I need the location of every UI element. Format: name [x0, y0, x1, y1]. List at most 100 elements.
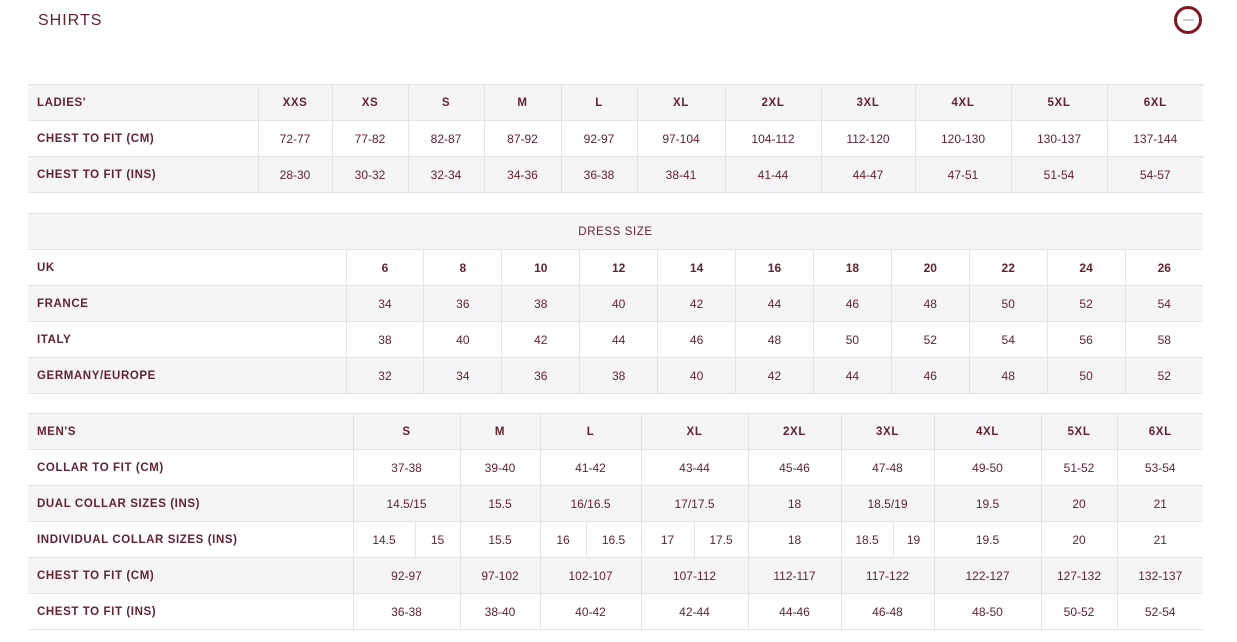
size-header-cell: 2XL: [747, 413, 842, 450]
size-value-cell: 42: [501, 321, 581, 358]
size-header-cell: M: [459, 413, 541, 450]
size-header-cell: XL: [636, 84, 726, 121]
table-row: GERMANY/EUROPE 32 34 36 38 40 42 44 46 4…: [28, 357, 1203, 394]
size-value-cell: 40: [423, 321, 503, 358]
size-value-cell: 112-117: [747, 557, 842, 594]
size-value-cell: 104-112: [724, 120, 822, 157]
table-row: FRANCE 34 36 38 40 42 44 46 48 50 52 54: [28, 285, 1203, 322]
size-value-cell: 6: [345, 249, 425, 286]
size-value-cell: 54: [1124, 285, 1203, 322]
size-value-cell: 34: [345, 285, 425, 322]
size-header-cell: M: [483, 84, 562, 121]
size-value-cell: 44: [812, 357, 892, 394]
table-row: CHEST TO FIT (INS) 36-38 38-40 40-42 42-…: [28, 593, 1203, 630]
size-value-cell: 107-112: [640, 557, 749, 594]
mens-size-table: MEN'S S M L XL 2XL 3XL 4XL 5XL 6XL COLLA…: [28, 413, 1203, 630]
size-value-cell: 15.5: [459, 485, 541, 522]
size-value-cell: 18: [747, 485, 842, 522]
row-label: ITALY: [28, 321, 347, 358]
size-header-cell: 2XL: [724, 84, 822, 121]
size-value-cell: 37-38: [352, 449, 461, 486]
table-row: CHEST TO FIT (INS) 28-30 30-32 32-34 34-…: [28, 156, 1203, 193]
size-header-cell: 6XL: [1106, 84, 1203, 121]
size-header-cell: 5XL: [1010, 84, 1108, 121]
table-header-row: LADIES' XXS XS S M L XL 2XL 3XL 4XL 5XL …: [28, 84, 1203, 121]
size-value-cell: 54-57: [1106, 156, 1203, 193]
row-label: CHEST TO FIT (CM): [28, 557, 354, 594]
size-value-cell: 16: [539, 521, 587, 558]
size-value-cell: 15.5: [459, 521, 541, 558]
size-value-cell: 41-44: [724, 156, 822, 193]
size-value-cell: 112-120: [820, 120, 916, 157]
size-value-cell: 51-54: [1010, 156, 1108, 193]
collapse-section-button[interactable]: [1174, 6, 1202, 34]
size-value-cell: 46: [890, 357, 970, 394]
size-value-cell: 19.5: [933, 521, 1042, 558]
size-value-cell: 48: [890, 285, 970, 322]
size-value-cell: 102-107: [539, 557, 642, 594]
table-header-row: DRESS SIZE: [28, 213, 1203, 250]
table-title-cell: MEN'S: [28, 413, 354, 450]
size-value-cell: 97-104: [636, 120, 726, 157]
size-value-cell: 34: [423, 357, 503, 394]
size-value-cell: 24: [1046, 249, 1126, 286]
dress-size-table: DRESS SIZE UK 6 8 10 12 14 16 18 20 22 2…: [28, 213, 1203, 394]
size-header-cell: S: [407, 84, 485, 121]
row-label: FRANCE: [28, 285, 347, 322]
size-value-cell: 87-92: [483, 120, 562, 157]
size-header-cell: XXS: [257, 84, 333, 121]
size-value-cell: 17/17.5: [640, 485, 749, 522]
size-value-cell: 20: [1040, 485, 1118, 522]
row-label: CHEST TO FIT (CM): [28, 120, 259, 157]
size-value-cell: 117-122: [840, 557, 935, 594]
size-header-cell: 4XL: [933, 413, 1042, 450]
row-label: CHEST TO FIT (INS): [28, 593, 354, 630]
row-label: COLLAR TO FIT (CM): [28, 449, 354, 486]
size-value-cell: 14.5/15: [352, 485, 461, 522]
size-value-cell: 39-40: [459, 449, 541, 486]
size-value-cell: 16/16.5: [539, 485, 642, 522]
size-value-cell: 72-77: [257, 120, 333, 157]
size-value-cell: 16: [735, 249, 814, 286]
size-value-cell: 28-30: [257, 156, 333, 193]
size-value-cell: 14: [657, 249, 737, 286]
size-header-cell: XL: [640, 413, 749, 450]
size-value-cell: 40: [657, 357, 737, 394]
table-row: CHEST TO FIT (CM) 92-97 97-102 102-107 1…: [28, 557, 1203, 594]
size-guide-tables: LADIES' XXS XS S M L XL 2XL 3XL 4XL 5XL …: [28, 84, 1203, 630]
size-value-cell: 52: [890, 321, 970, 358]
table-row: DUAL COLLAR SIZES (INS) 14.5/15 15.5 16/…: [28, 485, 1203, 522]
size-header-cell: 3XL: [820, 84, 916, 121]
size-value-cell: 77-82: [331, 120, 409, 157]
size-header-cell: 4XL: [914, 84, 1012, 121]
size-value-cell: 45-46: [747, 449, 842, 486]
size-value-cell: 44-46: [747, 593, 842, 630]
table-row: UK 6 8 10 12 14 16 18 20 22 24 26: [28, 249, 1203, 286]
size-value-cell: 40-42: [539, 593, 642, 630]
size-header-cell: L: [539, 413, 642, 450]
size-value-cell: 46: [657, 321, 737, 358]
size-value-cell: 46-48: [840, 593, 935, 630]
size-value-cell: 20: [890, 249, 970, 286]
size-header-cell: 6XL: [1116, 413, 1203, 450]
size-value-cell: 44: [735, 285, 814, 322]
size-value-cell: 34-36: [483, 156, 562, 193]
row-label: GERMANY/EUROPE: [28, 357, 347, 394]
table-title-cell: LADIES': [28, 84, 259, 121]
size-value-cell: 92-97: [560, 120, 638, 157]
size-value-cell: 36: [423, 285, 503, 322]
size-value-cell: 50-52: [1040, 593, 1118, 630]
size-value-cell: 51-52: [1040, 449, 1118, 486]
size-value-cell: 58: [1124, 321, 1203, 358]
size-value-cell: 18.5: [840, 521, 894, 558]
size-value-cell: 42-44: [640, 593, 749, 630]
size-header-cell: 3XL: [840, 413, 935, 450]
table-row: COLLAR TO FIT (CM) 37-38 39-40 41-42 43-…: [28, 449, 1203, 486]
size-value-cell: 56: [1046, 321, 1126, 358]
size-value-cell: 122-127: [933, 557, 1042, 594]
table-row: ITALY 38 40 42 44 46 48 50 52 54 56 58: [28, 321, 1203, 358]
size-value-cell: 42: [657, 285, 737, 322]
size-value-cell: 43-44: [640, 449, 749, 486]
size-value-cell: 26: [1124, 249, 1203, 286]
table-header-row: MEN'S S M L XL 2XL 3XL 4XL 5XL 6XL: [28, 413, 1203, 450]
